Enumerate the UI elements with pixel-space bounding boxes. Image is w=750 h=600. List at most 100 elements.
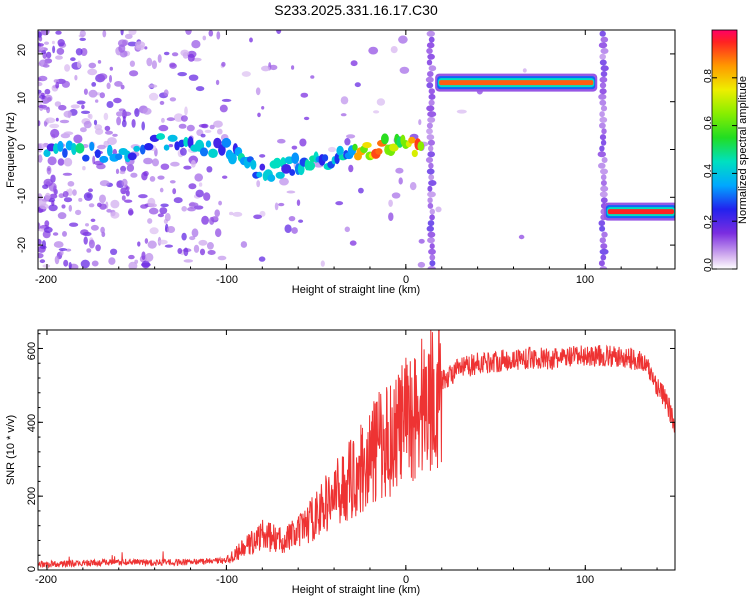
snr-ytick-label: 200 xyxy=(26,487,38,505)
spectrogram-streak-blob xyxy=(427,220,435,227)
spectrogram-trace-blob xyxy=(227,152,237,165)
spectrogram-noise-blob xyxy=(135,44,145,51)
spectrogram-noise-blob xyxy=(191,228,199,238)
spectrogram-noise-blob xyxy=(110,199,120,209)
snr-xtick-label: 100 xyxy=(576,574,594,586)
spectrogram-trace-blob xyxy=(272,157,282,169)
spectrogram-noise-blob xyxy=(57,212,67,220)
spectrogram-noise-blob xyxy=(55,82,60,89)
spectrogram-noise-blob xyxy=(51,40,55,45)
spectrogram-streak-blob xyxy=(600,254,607,261)
spectrogram-trace-blob xyxy=(322,154,329,162)
spectrogram-trace-blob xyxy=(291,152,300,164)
spectrogram-noise-blob xyxy=(310,75,315,79)
spectrogram-streak-blob xyxy=(600,105,608,112)
spectrogram-noise-blob xyxy=(121,119,127,128)
spectrogram-noise-blob xyxy=(125,186,130,191)
spectrogram-trace-blob xyxy=(275,171,285,179)
spectrogram-noise-blob xyxy=(42,106,50,110)
spectrogram-streak-blob xyxy=(598,220,606,227)
spectrogram-streak-blob xyxy=(599,30,606,37)
spectrogram-trace-blob xyxy=(178,139,185,148)
spectrogram-noise-blob xyxy=(147,218,153,224)
spectrogram-noise-blob xyxy=(188,183,197,190)
spectrogram-streak-blob xyxy=(428,145,434,152)
spectrogram-noise-blob xyxy=(206,166,213,173)
spectrogram-noise-blob xyxy=(320,260,325,267)
spectrogram-noise-blob xyxy=(160,203,169,208)
spectrogram-noise-blob xyxy=(75,48,83,56)
spectrogram-noise-blob xyxy=(57,158,65,166)
spectrogram-noise-blob xyxy=(70,57,76,62)
spectrogram-trace-blob xyxy=(82,154,90,162)
spectrogram-noise-blob xyxy=(93,119,98,126)
spectrogram-noise-blob xyxy=(138,194,148,199)
spectrogram-noise-blob xyxy=(128,254,135,260)
spectrogram-noise-blob xyxy=(57,39,65,47)
spectrogram-noise-blob xyxy=(38,31,42,38)
spectrogram-trace-blob xyxy=(408,136,416,144)
spectrogram-noise-blob xyxy=(88,113,93,120)
spectrogram-noise-blob xyxy=(209,124,215,130)
colorbar-label: Normalized spectral amplitude xyxy=(737,76,749,224)
spectrogram-noise-blob xyxy=(69,222,79,227)
spectrogram-noise-blob xyxy=(191,40,201,49)
spectrogram-streak-blob xyxy=(428,88,435,95)
spectrogram-streak-blob xyxy=(427,139,435,146)
spectrogram-noise-blob xyxy=(80,259,90,269)
spectrogram-trace-blob xyxy=(115,153,123,160)
spectrogram-noise-blob xyxy=(219,104,228,113)
spectrogram-noise-blob xyxy=(38,143,42,151)
snr-xtick-label: -200 xyxy=(35,574,57,586)
spectrogram-noise-blob xyxy=(40,30,50,36)
spectrogram-noise-blob xyxy=(171,52,179,57)
spectrogram-noise-blob xyxy=(90,218,96,222)
spectrogram-noise-blob xyxy=(147,84,158,88)
spectrogram-noise-blob xyxy=(38,238,42,246)
spectrogram-streak-blob xyxy=(599,111,605,118)
spectrogram-noise-blob xyxy=(198,239,208,246)
spectrogram-noise-blob xyxy=(143,157,153,165)
spectrogram-noise-blob xyxy=(202,35,207,41)
spectrogram-noise-blob xyxy=(166,117,175,122)
spectrogram-noise-blob xyxy=(172,188,177,195)
snr-ticks xyxy=(38,330,675,571)
spectrogram-noise-blob xyxy=(187,207,196,212)
spectrogram-noise-blob xyxy=(91,82,97,87)
spectrogram-trace-blob xyxy=(289,169,296,176)
spectrogram-streak-blob xyxy=(429,260,436,267)
spectrogram-ytick-label: -10 xyxy=(16,188,28,204)
spectrogram-streak-blob xyxy=(599,266,608,269)
spectrogram-streak-blob xyxy=(601,157,608,163)
spectrogram-noise-blob xyxy=(87,68,98,76)
spectrogram-noise-blob xyxy=(44,192,51,201)
spectrogram-xlabel: Height of straight line (km) xyxy=(292,284,420,296)
spectrogram-trace-blob xyxy=(94,149,101,159)
spectrogram-noise-blob xyxy=(177,72,187,77)
spectrogram-noise-blob xyxy=(83,88,88,95)
spectrogram-trace-blob xyxy=(411,149,418,158)
spectrogram-streak-blob xyxy=(599,53,606,60)
spectrogram-noise-blob xyxy=(38,49,42,53)
spectrogram-noise-blob xyxy=(181,206,187,212)
spectrogram-noise-blob xyxy=(288,216,296,222)
spectrogram-noise-blob xyxy=(47,156,57,166)
spectrogram-noise-blob xyxy=(187,53,195,62)
spectrogram-trace-blob xyxy=(218,144,226,156)
figure-title: S233.2025.331.16.17.C30 xyxy=(274,2,438,18)
spectrogram-noise-blob xyxy=(42,184,49,189)
spectrogram-noise-blob xyxy=(286,190,296,194)
spectrogram-noise-blob xyxy=(137,241,141,247)
spectrogram-noise-blob xyxy=(418,238,425,244)
spectrogram-noise-blob xyxy=(58,104,67,111)
colorbar: 0.0 0.2 0.4 0.6 0.8 Normalized spectral … xyxy=(703,29,749,272)
spectrogram-noise-blob xyxy=(185,30,192,35)
spectrogram-streak-blob xyxy=(600,65,609,72)
spectrogram-panel: -200 -100 0 100 20 10 0 -10 -20 Height o… xyxy=(5,29,676,296)
spectrogram-noise-blob xyxy=(188,155,199,165)
spectrogram-noise-blob xyxy=(80,229,89,236)
spectrogram-noise-blob xyxy=(122,111,132,117)
spectrogram-noise-blob xyxy=(253,214,262,220)
spectrogram-noise-blob xyxy=(241,71,251,77)
spectrogram-streak-blob xyxy=(425,76,434,83)
